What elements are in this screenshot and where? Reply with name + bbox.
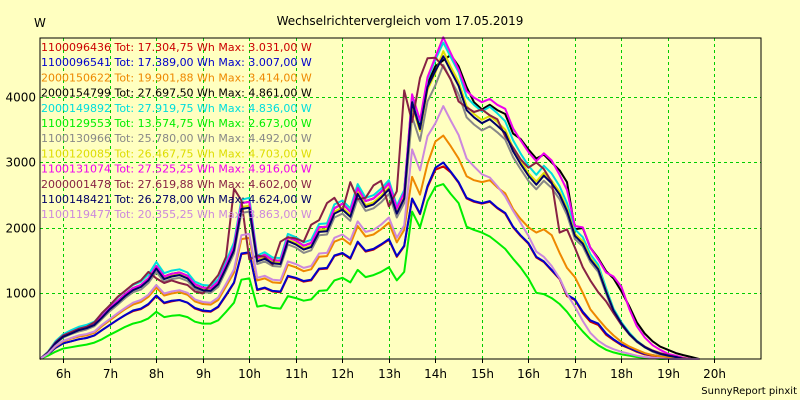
legend-entry-1100096541: 1100096541 Tot: 17.389,00 Wh Max: 3.007,… [41,56,312,69]
series-line-1100129553 [39,183,700,360]
x-tick-label: 13h [378,367,401,381]
x-tick-label: 18h [610,367,633,381]
legend-entry-1100096436: 1100096436 Tot: 17.304,75 Wh Max: 3.031,… [41,41,312,54]
chart-title: Wechselrichtervergleich vom 17.05.2019 [277,14,524,28]
x-tick-label: 10h [238,367,261,381]
legend-entry-2000154799: 2000154799 Tot: 27.697,50 Wh Max: 4.861,… [41,87,312,100]
series-line-1100130966 [39,63,700,360]
y-tick-label: 1000 [5,287,36,301]
x-tick-label: 14h [424,367,447,381]
x-tick-label: 19h [657,367,680,381]
series-line-2000150622 [39,134,700,360]
legend-entry-2000149892: 2000149892 Tot: 27.919,75 Wh Max: 4.836,… [41,102,312,115]
x-tick-label: 11h [285,367,308,381]
legend-entry-1100131074: 1100131074 Tot: 27.525,25 Wh Max: 4.916,… [41,163,312,176]
series-lines [39,36,700,360]
x-tick-label: 16h [517,367,540,381]
credit-label: SunnyReport pinxit [701,386,797,397]
legend-entry-1100120085: 1100120085 Tot: 26.467,75 Wh Max: 4.703,… [41,147,312,160]
legend-entry-1100119477: 1100119477 Tot: 20.355,25 Wh Max: 3.863,… [41,208,312,221]
x-tick-label: 8h [149,367,164,381]
y-axis-unit-label: W [34,16,46,30]
legend-entry-2000150622: 2000150622 Tot: 19.901,88 Wh Max: 3.414,… [41,71,312,84]
grid [40,38,761,359]
plot-frame [39,37,762,360]
x-tick-label: 9h [196,367,211,381]
x-tick-label: 20h [703,367,726,381]
legend-entry-1100129553: 1100129553 Tot: 13.574,75 Wh Max: 2.673,… [41,117,312,130]
axis-ticks: 6h 7h 8h 9h 10h 11h 12h 13h 14h 15h 16h 17h 18h 19h 20… [5,91,725,382]
x-tick-label: 15h [471,367,494,381]
series-line-1100131074 [39,36,700,360]
series-line-2000001478 [39,56,700,360]
legend: 1100096436 Tot: 17.304,75 Wh Max: 3.031,… [41,41,312,221]
x-tick-label: 6h [56,367,71,381]
legend-entry-2000001478: 2000001478 Tot: 27.619,88 Wh Max: 4.602,… [41,178,312,191]
x-tick-label: 7h [103,367,118,381]
y-tick-label: 3000 [5,156,36,170]
y-tick-label: 2000 [5,222,36,236]
legend-entry-1100148421: 1100148421 Tot: 26.278,00 Wh Max: 4.624,… [41,193,312,206]
x-tick-label: 17h [564,367,587,381]
series-line-1100148421 [39,55,700,360]
y-tick-label: 4000 [5,91,36,105]
x-tick-label: 12h [331,367,354,381]
series-line-1100119477 [39,105,700,360]
series-line-1100096541 [39,161,700,360]
legend-entry-1100130966: 1100130966 Tot: 25.780,00 Wh Max: 4.492,… [41,132,312,145]
